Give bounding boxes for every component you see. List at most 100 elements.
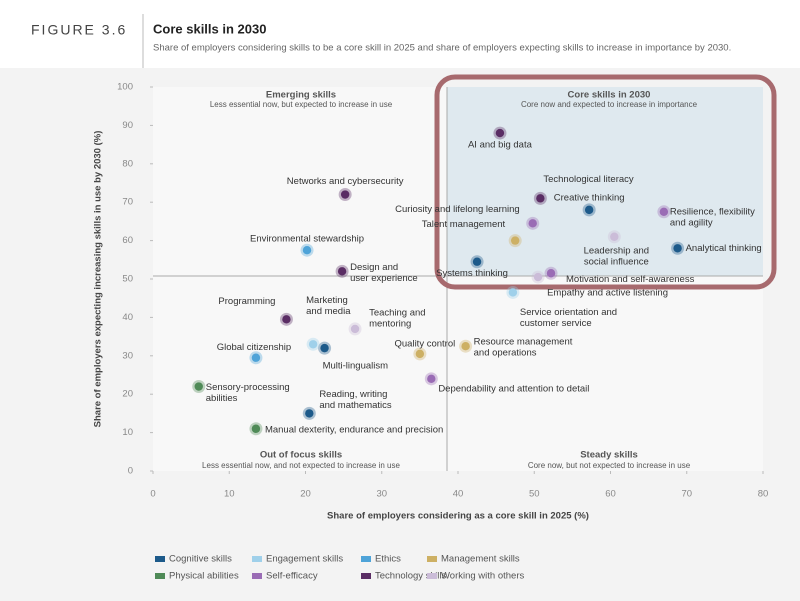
x-tick-label: 50 bbox=[529, 489, 540, 500]
point bbox=[584, 205, 594, 215]
point bbox=[251, 353, 261, 362]
point-label: Multi-lingualism bbox=[323, 361, 389, 372]
quadrant-title: Steady skills bbox=[580, 450, 638, 461]
point-label: Design and bbox=[350, 262, 398, 273]
x-tick-label: 30 bbox=[376, 489, 387, 500]
point-label: Empathy and active listening bbox=[547, 288, 668, 299]
legend-label: Working with others bbox=[441, 571, 524, 582]
legend-swatch bbox=[252, 573, 262, 579]
point-label: Systems thinking bbox=[436, 268, 508, 279]
quadrant-subtitle: Less essential now, but expected to incr… bbox=[210, 100, 393, 109]
highlight-box bbox=[434, 74, 777, 290]
point-label: Teaching and bbox=[369, 307, 426, 318]
legend-swatch bbox=[427, 573, 437, 579]
quadrant-title: Out of focus skills bbox=[260, 450, 342, 461]
point-label: Creative thinking bbox=[554, 192, 625, 203]
legend-label: Ethics bbox=[375, 554, 401, 565]
point-label: Curiosity and lifelong learning bbox=[395, 204, 520, 215]
quadrant-subtitle: Core now and expected to increase in imp… bbox=[521, 100, 698, 109]
x-axis-label: Share of employers considering as a core… bbox=[327, 511, 589, 522]
point bbox=[308, 340, 318, 349]
quadrant-subtitle: Core now, but not expected to increase i… bbox=[528, 461, 691, 470]
point bbox=[495, 128, 505, 138]
point-label: Manual dexterity, endurance and precisio… bbox=[265, 424, 443, 435]
core-quadrant-shade bbox=[447, 87, 763, 276]
point-label: Resilience, flexibility bbox=[670, 206, 755, 217]
x-tick-label: 10 bbox=[224, 489, 235, 500]
legend-label: Engagement skills bbox=[266, 554, 343, 565]
y-tick-label: 70 bbox=[122, 197, 133, 208]
y-tick-label: 50 bbox=[122, 274, 133, 285]
point bbox=[510, 236, 520, 245]
point-label: Programming bbox=[218, 296, 275, 307]
legend-label: Cognitive skills bbox=[169, 554, 232, 565]
point-label: mentoring bbox=[369, 318, 411, 329]
x-tick-label: 20 bbox=[300, 489, 311, 500]
y-tick-label: 0 bbox=[128, 466, 133, 477]
point bbox=[194, 382, 203, 391]
y-tick-label: 20 bbox=[122, 389, 133, 400]
point bbox=[461, 342, 470, 351]
point-label: Dependability and attention to detail bbox=[438, 383, 589, 394]
point bbox=[350, 324, 360, 334]
y-tick-label: 80 bbox=[122, 158, 133, 169]
y-tick-label: 90 bbox=[122, 120, 133, 131]
point bbox=[337, 267, 347, 276]
point-label: Sensory-processing bbox=[206, 382, 290, 393]
legend-label: Physical abilities bbox=[169, 571, 239, 582]
point bbox=[546, 269, 556, 278]
legend-label: Technology skills bbox=[375, 571, 447, 582]
point-label: social influence bbox=[584, 256, 649, 267]
y-tick-label: 40 bbox=[122, 312, 133, 323]
point bbox=[302, 246, 312, 255]
y-tick-label: 10 bbox=[122, 427, 133, 438]
legend-swatch bbox=[155, 573, 165, 579]
point-label: abilities bbox=[206, 393, 238, 404]
point-label: Global citizenship bbox=[217, 342, 291, 353]
quadrant-title: Emerging skills bbox=[266, 90, 336, 101]
point-label: Marketing bbox=[306, 295, 348, 306]
point bbox=[610, 232, 619, 241]
point-label: Leadership and bbox=[584, 245, 650, 256]
y-tick-label: 100 bbox=[117, 82, 133, 93]
point-label: Quality control bbox=[395, 338, 456, 349]
point bbox=[415, 349, 425, 359]
legend-swatch bbox=[155, 556, 165, 562]
point bbox=[673, 244, 682, 253]
point bbox=[508, 288, 518, 297]
point-label: and agility bbox=[670, 217, 713, 228]
legend-swatch bbox=[361, 556, 371, 562]
point-label: Reading, writing bbox=[319, 389, 387, 400]
x-tick-label: 80 bbox=[758, 489, 769, 500]
point-label: Technological literacy bbox=[543, 174, 634, 185]
y-tick-label: 60 bbox=[122, 235, 133, 246]
point bbox=[472, 257, 482, 266]
point-label: and operations bbox=[474, 348, 537, 359]
point bbox=[282, 315, 291, 324]
point bbox=[536, 194, 545, 203]
point-label: Motivation and self-awareness bbox=[566, 274, 695, 285]
x-tick-label: 60 bbox=[605, 489, 616, 500]
chart-subtitle: Share of employers considering skills to… bbox=[153, 43, 731, 54]
legend-label: Management skills bbox=[441, 554, 520, 565]
point bbox=[533, 272, 543, 282]
y-tick-label: 30 bbox=[122, 350, 133, 361]
point-label: and mathematics bbox=[319, 400, 392, 411]
point-label: Environmental stewardship bbox=[250, 234, 364, 245]
quadrant-title: Core skills in 2030 bbox=[568, 90, 651, 101]
legend-swatch bbox=[252, 556, 262, 562]
point bbox=[659, 207, 669, 216]
y-axis-label: Share of employers expecting increasing … bbox=[93, 131, 104, 428]
x-tick-label: 0 bbox=[150, 489, 155, 500]
legend-swatch bbox=[427, 556, 437, 562]
point bbox=[305, 409, 314, 418]
point-label: Analytical thinking bbox=[686, 243, 762, 254]
figure-number: FIGURE 3.6 bbox=[31, 22, 127, 38]
point-label: Resource management bbox=[474, 337, 573, 348]
x-tick-label: 70 bbox=[681, 489, 692, 500]
point bbox=[340, 190, 350, 199]
point bbox=[320, 343, 329, 353]
point bbox=[251, 424, 261, 433]
